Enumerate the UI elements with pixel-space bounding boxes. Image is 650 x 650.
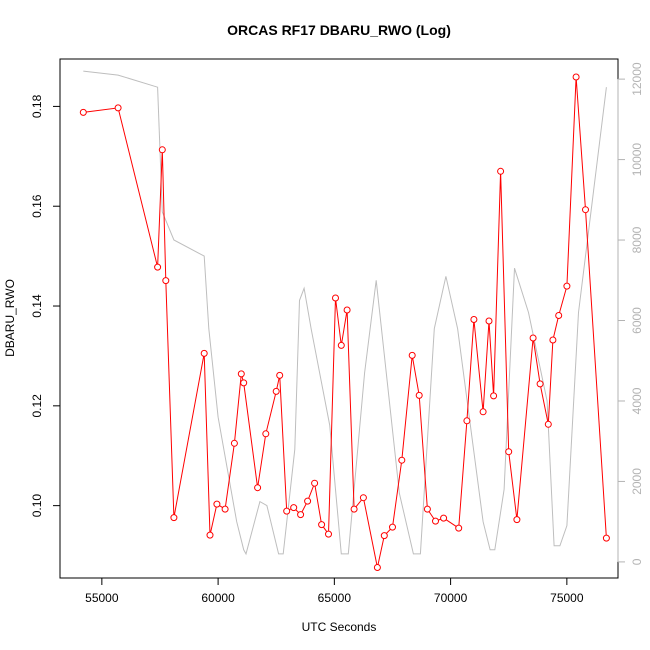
- data-point-marker: [206, 531, 214, 539]
- data-point-marker: [389, 523, 396, 531]
- data-point-marker: [549, 336, 557, 344]
- data-point-marker: [497, 167, 505, 175]
- y2-tick-label: 12000: [630, 62, 644, 96]
- x-tick-label: 55000: [85, 591, 119, 605]
- data-point-marker: [602, 534, 610, 542]
- data-point-marker: [440, 514, 448, 522]
- chart-title: ORCAS RF17 DBARU_RWO (Log): [227, 22, 451, 38]
- y2-tick-label: 10000: [630, 143, 644, 177]
- data-point-marker: [311, 479, 319, 487]
- primary-series-line: [83, 76, 607, 568]
- data-point-marker: [158, 146, 166, 154]
- y2-tick-label: 2000: [630, 468, 644, 495]
- data-point-marker: [332, 294, 339, 302]
- y-tick-label: 0.12: [30, 394, 44, 418]
- y-tick-label: 0.10: [30, 494, 44, 518]
- data-point-marker: [373, 564, 381, 571]
- data-point-marker: [230, 439, 238, 447]
- data-point-marker: [304, 497, 312, 505]
- data-point-marker: [240, 379, 248, 387]
- data-point-marker: [513, 516, 521, 524]
- data-point-marker: [423, 505, 431, 513]
- x-axis-label: UTC Seconds: [302, 620, 377, 634]
- data-point-marker: [544, 420, 552, 428]
- data-point-marker: [350, 505, 358, 513]
- data-point-marker: [262, 430, 270, 438]
- data-point-marker: [582, 206, 589, 214]
- data-point-marker: [380, 532, 388, 540]
- data-point-marker: [505, 448, 513, 456]
- data-point-marker: [408, 351, 416, 359]
- x-tick-label: 75000: [550, 591, 584, 605]
- data-point-marker: [254, 484, 262, 492]
- y-tick-label: 0.14: [30, 294, 44, 318]
- y2-tick-label: 6000: [630, 307, 644, 334]
- y-tick-label: 0.16: [30, 194, 44, 218]
- data-point-marker: [170, 514, 178, 522]
- y-axis-label: DBARU_RWO: [3, 279, 17, 357]
- data-point-marker: [455, 524, 463, 532]
- secondary-series-line: [83, 70, 607, 556]
- data-point-marker: [343, 306, 351, 314]
- data-point-marker: [337, 341, 345, 349]
- data-point-marker: [154, 263, 162, 271]
- data-point-marker: [536, 380, 544, 388]
- data-point-marker: [237, 370, 245, 378]
- data-point-marker: [272, 387, 280, 395]
- data-point-marker: [479, 408, 487, 416]
- y-tick-label: 0.18: [30, 94, 44, 118]
- data-point-marker: [563, 282, 571, 290]
- data-point-marker: [463, 417, 471, 425]
- data-point-marker: [79, 108, 87, 116]
- data-point-marker: [200, 349, 208, 357]
- data-point-marker: [490, 392, 498, 400]
- data-point-marker: [114, 104, 122, 112]
- data-point-marker: [359, 494, 367, 502]
- data-point-marker: [470, 316, 478, 323]
- y2-tick-label: 8000: [630, 226, 644, 253]
- axes-layer: 55000 60000 65000 70000 750000.100.120.140.1…: [30, 62, 644, 605]
- data-point-marker: [290, 504, 298, 512]
- data-point-marker: [415, 391, 423, 399]
- y2-tick-label: 0: [630, 558, 644, 565]
- data-point-marker: [221, 505, 229, 513]
- data-point-marker: [572, 73, 580, 81]
- data-point-marker: [283, 507, 291, 515]
- x-tick-label: 60000: [201, 591, 235, 605]
- secondary-series-layer: [83, 70, 607, 556]
- data-point-marker: [432, 517, 439, 525]
- data-point-marker: [555, 312, 563, 319]
- data-point-marker: [297, 511, 305, 519]
- data-point-marker: [213, 500, 221, 508]
- primary-series-layer: [79, 73, 610, 571]
- data-point-marker: [485, 317, 493, 325]
- x-tick-label: 65000: [318, 591, 352, 605]
- data-point-marker: [162, 277, 170, 285]
- x-tick-label: 70000: [434, 591, 468, 605]
- plot-frame: [59, 58, 619, 579]
- data-point-marker: [325, 530, 332, 538]
- data-point-marker: [398, 456, 406, 464]
- data-point-marker: [318, 521, 326, 529]
- data-point-marker: [276, 371, 284, 379]
- y2-tick-label: 4000: [630, 387, 644, 414]
- data-point-marker: [529, 334, 537, 342]
